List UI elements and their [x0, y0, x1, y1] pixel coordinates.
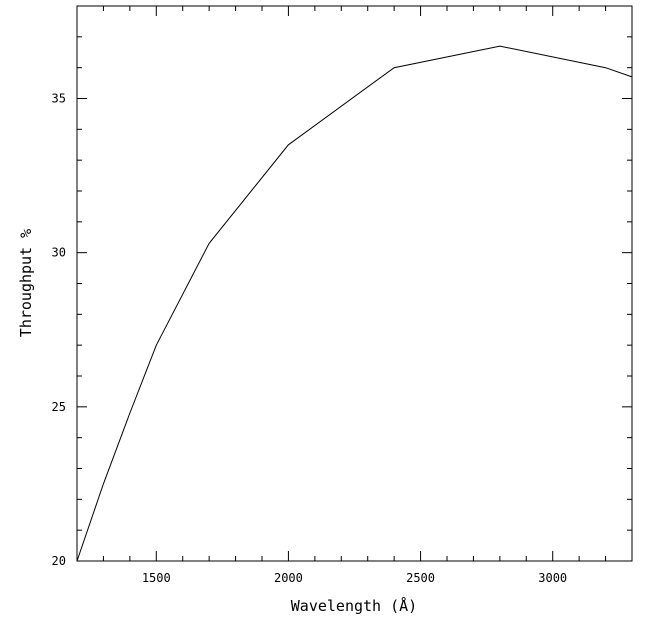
x-axis-title: Wavelength (Å)	[291, 596, 417, 615]
minor-ticks	[76, 5, 633, 561]
y-tick-label: 25	[52, 400, 66, 414]
plot-frame	[76, 5, 633, 562]
y-tick-label: 35	[52, 92, 66, 106]
throughput-line	[76, 45, 633, 562]
x-tick-labels: 1500 2000 2500 3000	[142, 571, 567, 585]
y-tick-labels: 20 25 30 35	[52, 92, 66, 569]
series-group	[76, 45, 633, 562]
y-axis-title: Throughput %	[17, 229, 35, 337]
y-tick-label: 30	[52, 246, 66, 260]
y-tick-label: 20	[52, 554, 66, 568]
major-ticks	[77, 6, 632, 562]
x-tick-label: 3000	[538, 571, 567, 585]
x-tick-label: 1500	[142, 571, 171, 585]
x-tick-label: 2500	[406, 571, 435, 585]
x-tick-label: 2000	[274, 571, 303, 585]
